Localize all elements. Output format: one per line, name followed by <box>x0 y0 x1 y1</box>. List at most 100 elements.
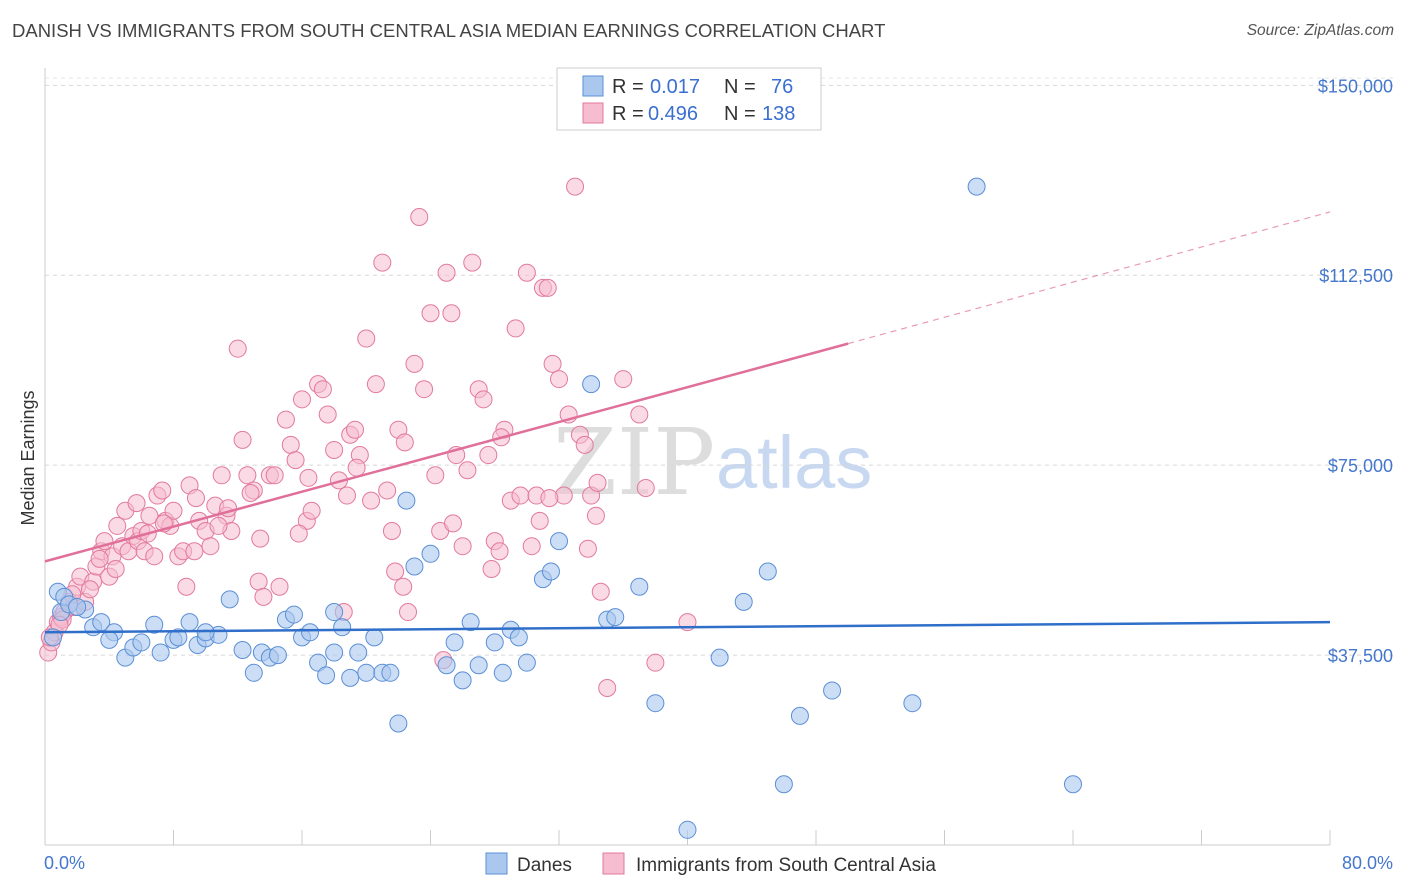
danes-point <box>244 663 263 682</box>
immigrants-point <box>586 506 605 525</box>
immigrants-point <box>293 390 311 409</box>
danes-point <box>325 603 344 622</box>
immigrants-point <box>530 511 549 530</box>
y-tick-label: $112,500 <box>1319 266 1393 286</box>
immigrants-point <box>538 278 557 297</box>
immigrants-point <box>108 516 127 535</box>
legend-r-value: 0.496 <box>648 103 698 125</box>
danes-point <box>169 628 188 647</box>
danes-point <box>317 666 336 685</box>
x-tick-labels: 0.0% 80.0% <box>44 853 1393 873</box>
danes-point <box>357 663 376 682</box>
legend-n-value: 138 <box>762 103 795 125</box>
immigrants-point <box>164 501 183 520</box>
watermark-zip: ZIP <box>553 409 715 516</box>
immigrants-point <box>479 446 498 465</box>
danes-point <box>509 628 528 647</box>
danes-point <box>325 643 344 662</box>
legend-swatch-immigrants <box>582 102 604 124</box>
bottom-legend: Danes Immigrants from South Central Asia <box>485 852 936 876</box>
immigrants-point <box>399 603 418 622</box>
legend: R = 0.017 N = 76 R = 0.496 N = 138 <box>556 67 822 131</box>
danes-point <box>68 597 87 616</box>
immigrants-point <box>80 580 99 599</box>
immigrants-point <box>145 547 164 566</box>
immigrants-point <box>575 435 594 454</box>
legend-r-label: R = <box>612 76 644 98</box>
danes-point <box>349 643 368 662</box>
immigrants-point <box>325 440 344 459</box>
danes-point <box>550 532 568 551</box>
immigrants-point <box>153 481 172 500</box>
immigrants-point <box>614 370 633 389</box>
immigrants-point <box>238 466 257 485</box>
danes-point <box>541 562 560 581</box>
immigrants-point <box>254 587 273 606</box>
danes-point <box>341 668 360 687</box>
immigrants-point <box>299 468 318 487</box>
immigrants-point <box>395 433 414 452</box>
danes-point <box>453 671 472 690</box>
immigrants-point <box>241 484 260 503</box>
immigrants-point <box>588 473 607 492</box>
legend-r-value: 0.017 <box>650 76 700 98</box>
danes-point <box>233 641 252 660</box>
danes-point <box>421 544 440 563</box>
immigrants-point <box>386 562 405 581</box>
danes-point <box>823 681 842 700</box>
legend-n-label: N = <box>724 103 756 125</box>
immigrants-point <box>506 319 525 338</box>
immigrants-point <box>281 435 300 454</box>
immigrants-point <box>522 537 541 556</box>
danes-point <box>774 775 793 794</box>
immigrants-point <box>186 489 205 508</box>
danes-point <box>485 633 504 652</box>
danes-point <box>132 633 151 652</box>
danes-point <box>397 491 416 510</box>
immigrants-point <box>233 430 252 449</box>
immigrants-point <box>426 466 445 485</box>
y-tick-label: $75,000 <box>1328 456 1393 476</box>
immigrants-point <box>140 506 159 525</box>
y-axis-label: Median Earnings <box>18 390 38 525</box>
immigrants-point <box>646 653 665 672</box>
immigrants-point <box>578 539 597 558</box>
danes-point <box>646 694 665 713</box>
immigrants-point <box>482 559 501 578</box>
legend-swatch-danes <box>582 75 604 97</box>
immigrants-point <box>302 501 321 520</box>
immigrants-point <box>249 572 268 591</box>
immigrants-point <box>373 253 392 272</box>
immigrants-point <box>405 354 424 373</box>
danes-point <box>710 648 729 667</box>
immigrants-point <box>474 390 493 409</box>
danes-point <box>517 653 536 672</box>
immigrants-point <box>270 577 289 596</box>
immigrants-point <box>382 522 401 540</box>
danes-point <box>461 613 480 632</box>
danes-point <box>1064 775 1082 794</box>
danes-point <box>180 613 199 632</box>
immigrants-point <box>458 461 477 480</box>
immigrants-point <box>453 537 472 556</box>
immigrants-point <box>463 253 482 272</box>
immigrants-point <box>276 410 295 429</box>
immigrants-point <box>566 177 585 196</box>
grid <box>45 77 1395 656</box>
immigrants-point <box>289 524 308 543</box>
immigrants-point <box>421 304 440 323</box>
immigrants-point <box>378 481 397 500</box>
legend-r-label: R = <box>612 103 644 125</box>
danes-point <box>151 643 170 662</box>
immigrants-point <box>442 304 461 323</box>
danes-point <box>365 628 384 647</box>
bottom-legend-swatch-danes <box>485 852 508 875</box>
immigrants-point <box>127 494 146 513</box>
immigrants-point <box>443 514 462 533</box>
watermark-atlas: atlas <box>716 421 872 504</box>
y-tick-label: $150,000 <box>1318 76 1393 96</box>
danes-point <box>437 656 456 675</box>
immigrants-point <box>636 478 655 497</box>
y-tick-labels: $37,500 $75,000 $112,500 $150,000 <box>1318 76 1393 666</box>
